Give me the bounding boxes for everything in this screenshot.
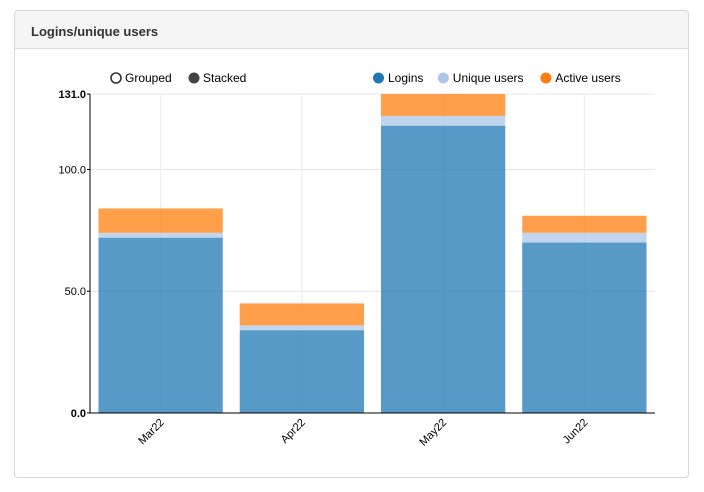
stacked-radio[interactable]: Stacked: [188, 71, 247, 85]
bar-active-users[interactable]: [522, 215, 647, 233]
bar-active-users[interactable]: [239, 303, 365, 326]
bar-logins[interactable]: [522, 242, 647, 413]
legend: Logins Unique users Active users: [373, 71, 621, 85]
x-tick-label: May22: [417, 417, 449, 449]
bar-logins[interactable]: [98, 237, 223, 413]
legend-label[interactable]: Logins: [388, 71, 423, 85]
legend-swatch-icon[interactable]: [437, 72, 449, 84]
y-tick-label: 100.0: [58, 164, 86, 176]
grouped-radio-icon[interactable]: [110, 72, 122, 84]
bar-active-users[interactable]: [98, 208, 223, 233]
panel-header: Logins/unique users: [15, 11, 688, 49]
grouped-label[interactable]: Grouped: [125, 71, 172, 85]
legend-label[interactable]: Unique users: [453, 71, 524, 85]
x-tick-labels: Mar22 Apr22 May22 Jun22: [136, 417, 590, 449]
legend-swatch-icon[interactable]: [540, 72, 552, 84]
panel-title: Logins/unique users: [31, 24, 159, 39]
bar-unique-users[interactable]: [522, 232, 647, 243]
legend-item-unique-users[interactable]: Unique users: [437, 71, 524, 85]
bars: [98, 94, 647, 413]
x-tick-label: Apr22: [279, 417, 308, 446]
bar-unique-users[interactable]: [380, 115, 506, 126]
legend-label[interactable]: Active users: [555, 71, 620, 85]
y-tick-label: 50.0: [65, 286, 86, 298]
bar-unique-users[interactable]: [239, 325, 365, 331]
grouped-radio[interactable]: Grouped: [110, 71, 172, 85]
stacked-label[interactable]: Stacked: [203, 71, 246, 85]
axes: [87, 93, 655, 414]
x-tick-label: Mar22: [136, 417, 167, 448]
stacked-radio-icon[interactable]: [188, 72, 200, 84]
bar-active-users[interactable]: [380, 94, 506, 116]
y-tick-labels: 0.0 50.0 100.0 131.0: [58, 89, 86, 420]
legend-item-logins[interactable]: Logins: [373, 71, 423, 85]
bar-logins[interactable]: [380, 125, 506, 413]
bar-logins[interactable]: [239, 330, 365, 413]
legend-swatch-icon[interactable]: [373, 72, 384, 84]
bar-unique-users[interactable]: [98, 232, 223, 238]
legend-item-active-users[interactable]: Active users: [540, 71, 621, 85]
y-tick-label: 0.0: [71, 408, 86, 420]
y-tick-label: 131.0: [58, 89, 86, 101]
x-tick-label: Jun22: [561, 417, 591, 447]
